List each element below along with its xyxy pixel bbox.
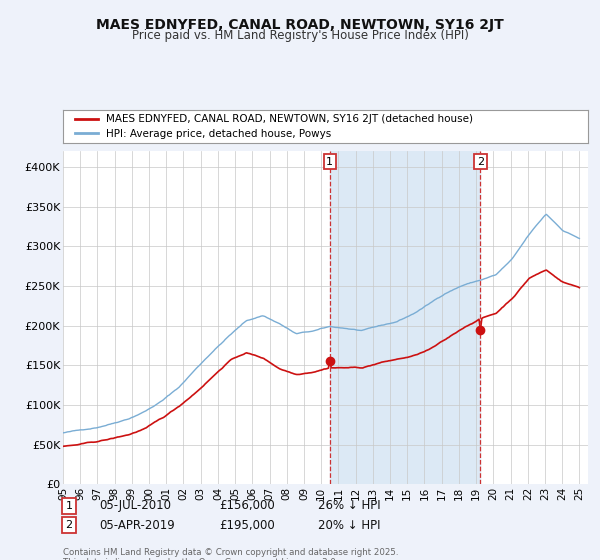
Text: £195,000: £195,000 (219, 519, 275, 532)
Text: 20% ↓ HPI: 20% ↓ HPI (318, 519, 380, 532)
Text: £156,000: £156,000 (219, 499, 275, 512)
Text: 1: 1 (65, 501, 73, 511)
Text: 05-JUL-2010: 05-JUL-2010 (99, 499, 171, 512)
Text: 26% ↓ HPI: 26% ↓ HPI (318, 499, 380, 512)
Text: 1: 1 (326, 156, 334, 166)
Legend: MAES EDNYFED, CANAL ROAD, NEWTOWN, SY16 2JT (detached house), HPI: Average price: MAES EDNYFED, CANAL ROAD, NEWTOWN, SY16 … (71, 110, 478, 143)
Text: 2: 2 (65, 520, 73, 530)
Text: MAES EDNYFED, CANAL ROAD, NEWTOWN, SY16 2JT: MAES EDNYFED, CANAL ROAD, NEWTOWN, SY16 … (96, 18, 504, 32)
Text: 2: 2 (477, 156, 484, 166)
Text: 05-APR-2019: 05-APR-2019 (99, 519, 175, 532)
Text: Contains HM Land Registry data © Crown copyright and database right 2025.
This d: Contains HM Land Registry data © Crown c… (63, 548, 398, 560)
Bar (330, 151, 481, 484)
Text: Price paid vs. HM Land Registry's House Price Index (HPI): Price paid vs. HM Land Registry's House … (131, 29, 469, 42)
